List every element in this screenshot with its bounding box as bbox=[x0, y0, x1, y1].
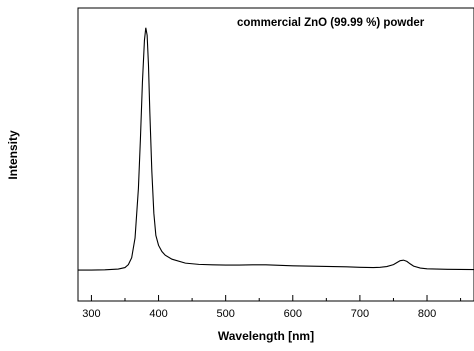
x-tick-label: 600 bbox=[284, 308, 302, 320]
x-axis-title: Wavelength [nm] bbox=[218, 329, 314, 343]
plot-frame bbox=[77, 7, 474, 302]
x-axis-ticks bbox=[90, 295, 462, 301]
x-tick-label: 500 bbox=[216, 308, 234, 320]
x-tick-label: 400 bbox=[149, 308, 167, 320]
chart-annotation: commercial ZnO (99.99 %) powder bbox=[237, 17, 425, 29]
x-tick-label: 800 bbox=[418, 308, 436, 320]
x-tick-label: 700 bbox=[351, 308, 369, 320]
x-axis-tick-labels: 300 400 500 600 700 800 bbox=[82, 308, 436, 320]
y-axis-title: Intensity bbox=[6, 130, 20, 180]
spectrum-line bbox=[78, 27, 474, 271]
x-tick-label: 300 bbox=[82, 308, 100, 320]
